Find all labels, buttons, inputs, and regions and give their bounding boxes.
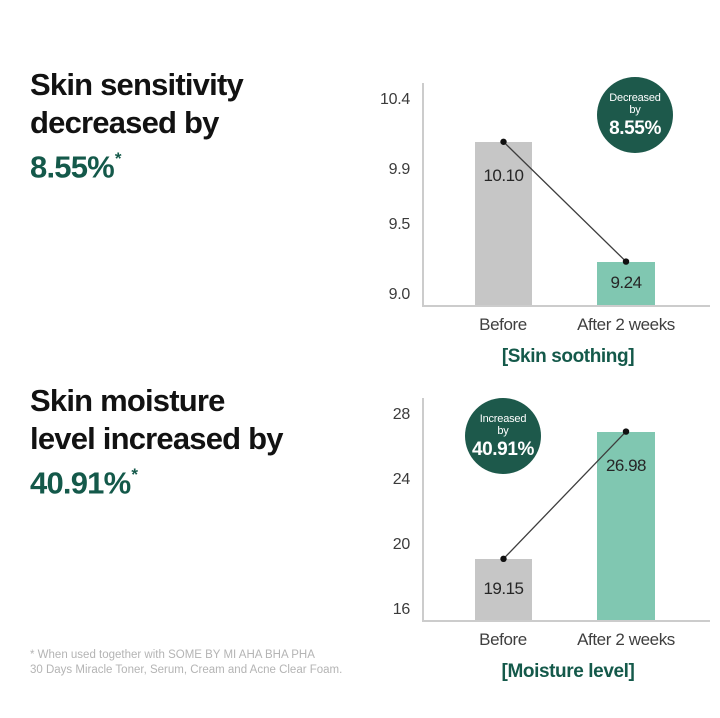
sensitivity-headline: Skin sensitivity decreased by 8.55%* bbox=[30, 66, 244, 186]
y-axis: 28 24 20 16 bbox=[380, 400, 412, 620]
badge-percent: 40.91% bbox=[471, 438, 535, 460]
x-axis-line bbox=[422, 305, 710, 307]
headline-line: Skin sensitivity bbox=[30, 67, 244, 102]
chart-caption: [Moisture level] bbox=[501, 661, 635, 682]
y-axis-tick: 20 bbox=[392, 536, 411, 553]
headline-line: level increased by bbox=[30, 421, 284, 456]
footnote-line: * When used together with SOME BY MI AHA… bbox=[30, 649, 315, 661]
y-axis: 10.4 9.9 9.5 9.0 bbox=[380, 85, 412, 305]
footnote: * When used together with SOME BY MI AHA… bbox=[30, 648, 342, 678]
before-bar: 19.15 bbox=[475, 558, 532, 620]
decrease-badge: Decreased by 8.55% bbox=[597, 77, 673, 153]
moisture-headline: Skin moisture level increased by 40.91%* bbox=[30, 382, 284, 502]
y-axis-tick: 24 bbox=[392, 471, 411, 488]
increase-badge: Increased by 40.91% bbox=[465, 398, 541, 474]
x-axis-label: Before bbox=[479, 315, 527, 334]
badge-text: Increased bbox=[479, 412, 527, 425]
bar-value-label: 10.10 bbox=[483, 165, 524, 185]
headline-line: Skin moisture bbox=[30, 383, 225, 418]
footnote-line: 30 Days Miracle Toner, Serum, Cream and … bbox=[30, 664, 343, 676]
skin-soothing-chart: 10.4 9.9 9.5 9.0 10.10 9.24 Decreased by… bbox=[380, 75, 712, 377]
x-axis-line bbox=[422, 620, 710, 622]
bar-value-label: 26.98 bbox=[605, 455, 647, 475]
x-axis-label: After 2 weeks bbox=[577, 315, 675, 334]
x-axis-label: After 2 weeks bbox=[577, 630, 675, 649]
before-bar: 10.10 bbox=[475, 141, 532, 305]
chart-caption: [Skin soothing] bbox=[501, 346, 635, 367]
y-axis-tick: 28 bbox=[392, 406, 411, 423]
y-axis-tick: 9.0 bbox=[388, 286, 411, 303]
y-axis-tick: 9.5 bbox=[388, 216, 411, 234]
badge-percent: 8.55% bbox=[609, 117, 661, 139]
after-bar: 26.98 bbox=[597, 431, 655, 620]
y-axis-tick: 9.9 bbox=[388, 160, 411, 178]
badge-text: by bbox=[497, 424, 509, 437]
y-axis-tick: 10.4 bbox=[380, 91, 410, 108]
badge-text: Decreased bbox=[609, 91, 661, 104]
asterisk: * bbox=[114, 149, 122, 168]
after-bar: 9.24 bbox=[597, 261, 655, 305]
headline-percent: 8.55%* bbox=[30, 149, 122, 185]
headline-percent: 40.91%* bbox=[30, 465, 138, 501]
y-axis-tick: 16 bbox=[392, 601, 411, 618]
bar-value-label: 19.15 bbox=[483, 579, 524, 599]
moisture-level-chart: 28 24 20 16 19.15 26.98 Increased by 40.… bbox=[380, 390, 712, 692]
y-axis-line bbox=[422, 398, 424, 622]
headline-line: decreased by bbox=[30, 105, 219, 140]
x-axis-label: Before bbox=[479, 630, 527, 649]
bar-value-label: 9.24 bbox=[610, 273, 642, 293]
asterisk: * bbox=[131, 465, 138, 484]
badge-text: by bbox=[629, 103, 641, 116]
y-axis-line bbox=[422, 83, 424, 307]
